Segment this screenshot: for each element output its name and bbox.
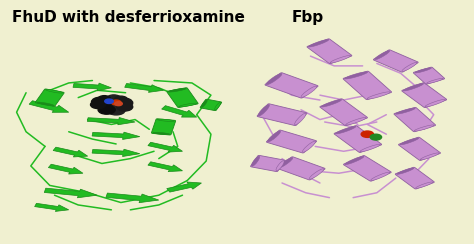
Ellipse shape [345, 156, 364, 165]
Ellipse shape [252, 156, 260, 166]
Ellipse shape [321, 100, 342, 107]
Ellipse shape [330, 55, 350, 63]
Polygon shape [92, 132, 140, 139]
Ellipse shape [427, 78, 443, 83]
Ellipse shape [267, 131, 281, 142]
Polygon shape [53, 147, 88, 157]
Circle shape [91, 97, 110, 107]
Ellipse shape [301, 86, 317, 97]
Ellipse shape [346, 117, 366, 125]
Circle shape [107, 106, 125, 115]
Ellipse shape [215, 102, 220, 110]
Ellipse shape [266, 73, 282, 85]
Circle shape [91, 101, 106, 109]
Ellipse shape [360, 144, 380, 152]
Ellipse shape [201, 100, 207, 107]
Ellipse shape [371, 172, 390, 181]
Polygon shape [167, 182, 201, 192]
Polygon shape [29, 101, 69, 112]
Ellipse shape [367, 92, 390, 99]
Ellipse shape [374, 51, 390, 60]
FancyBboxPatch shape [395, 167, 434, 189]
Polygon shape [125, 83, 164, 92]
Ellipse shape [402, 62, 417, 71]
Ellipse shape [336, 126, 356, 134]
Polygon shape [92, 149, 140, 156]
FancyBboxPatch shape [343, 71, 392, 100]
Circle shape [105, 99, 113, 103]
Ellipse shape [302, 141, 316, 152]
Text: FhuD with desferrioxamine: FhuD with desferrioxamine [12, 10, 245, 25]
Circle shape [111, 100, 121, 105]
Circle shape [98, 105, 115, 114]
Ellipse shape [179, 103, 197, 107]
FancyBboxPatch shape [402, 83, 447, 108]
Ellipse shape [309, 40, 329, 47]
Circle shape [117, 103, 133, 111]
FancyBboxPatch shape [413, 67, 445, 84]
Ellipse shape [37, 102, 54, 106]
Circle shape [113, 98, 133, 108]
FancyBboxPatch shape [200, 99, 222, 111]
FancyBboxPatch shape [344, 156, 391, 181]
Polygon shape [73, 83, 111, 91]
Ellipse shape [420, 153, 439, 160]
Polygon shape [162, 106, 197, 117]
Circle shape [115, 102, 122, 106]
Circle shape [98, 96, 110, 102]
FancyBboxPatch shape [374, 50, 418, 72]
Ellipse shape [309, 169, 324, 179]
Polygon shape [35, 203, 69, 211]
FancyBboxPatch shape [307, 39, 352, 64]
FancyBboxPatch shape [394, 107, 436, 132]
FancyBboxPatch shape [399, 137, 440, 161]
Ellipse shape [276, 161, 284, 171]
Ellipse shape [168, 88, 186, 92]
Ellipse shape [46, 90, 63, 93]
Circle shape [361, 131, 374, 137]
Ellipse shape [278, 158, 293, 168]
Ellipse shape [258, 104, 269, 116]
Ellipse shape [403, 83, 424, 91]
Ellipse shape [400, 138, 419, 145]
Ellipse shape [415, 68, 431, 73]
Text: Fbp: Fbp [292, 10, 324, 25]
Ellipse shape [395, 108, 415, 114]
FancyBboxPatch shape [266, 130, 317, 153]
FancyBboxPatch shape [257, 104, 307, 126]
Ellipse shape [416, 182, 433, 188]
Circle shape [370, 134, 382, 140]
Polygon shape [48, 164, 83, 174]
Polygon shape [148, 162, 182, 172]
Ellipse shape [153, 132, 170, 135]
Ellipse shape [425, 99, 445, 107]
FancyBboxPatch shape [277, 157, 325, 180]
Circle shape [114, 96, 128, 103]
Ellipse shape [295, 113, 306, 125]
Ellipse shape [414, 125, 434, 131]
Ellipse shape [157, 119, 174, 122]
FancyBboxPatch shape [265, 73, 318, 98]
FancyBboxPatch shape [320, 99, 367, 126]
Circle shape [107, 95, 121, 102]
Ellipse shape [345, 72, 368, 79]
Polygon shape [148, 142, 182, 152]
FancyBboxPatch shape [151, 119, 176, 135]
Polygon shape [106, 193, 159, 203]
Ellipse shape [397, 168, 414, 174]
FancyBboxPatch shape [167, 88, 198, 107]
FancyBboxPatch shape [36, 89, 64, 106]
FancyBboxPatch shape [334, 126, 382, 152]
Circle shape [100, 99, 123, 111]
Polygon shape [87, 118, 135, 125]
Polygon shape [44, 188, 97, 198]
FancyBboxPatch shape [251, 155, 285, 172]
